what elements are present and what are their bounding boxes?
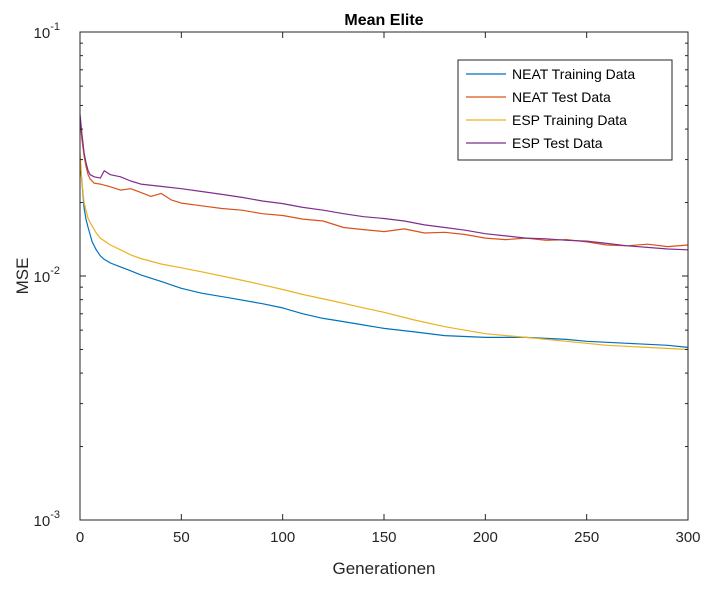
legend-label: NEAT Training Data	[512, 66, 635, 82]
chart-title: Mean Elite	[344, 12, 423, 29]
y-tick-base: 10	[34, 25, 51, 42]
x-tick-label: 100	[270, 529, 295, 546]
x-axis-label: Generationen	[332, 559, 435, 578]
legend: NEAT Training Data NEAT Test Data ESP Trai…	[457, 59, 673, 161]
y-axis-label: MSE	[13, 258, 32, 295]
legend-label: ESP Test Data	[512, 135, 603, 151]
series-layer	[79, 114, 689, 351]
x-tick-label: 150	[371, 529, 396, 546]
y-tick-exponent: -3	[50, 509, 60, 521]
series-line-1	[79, 159, 689, 348]
legend-label: NEAT Test Data	[512, 89, 611, 105]
y-tick-label: 10-3	[34, 509, 60, 530]
y-tick-label: 10-2	[34, 265, 60, 286]
legend-label: ESP Training Data	[512, 112, 627, 128]
y-tick-exponent: -1	[50, 21, 60, 33]
y-tick-base: 10	[34, 269, 51, 286]
y-tick-exponent: -2	[50, 265, 60, 277]
x-tick-label: 300	[675, 529, 700, 546]
y-tick-label: 10-1	[34, 21, 60, 42]
x-tick-label: 200	[473, 529, 498, 546]
series-line-4	[79, 114, 689, 251]
x-tick-label: 250	[574, 529, 599, 546]
y-tick-base: 10	[34, 513, 51, 530]
x-tick-label: 50	[173, 529, 190, 546]
series-line-2	[79, 118, 689, 248]
x-tick-label: 0	[76, 529, 84, 546]
series-line-3	[79, 152, 689, 351]
